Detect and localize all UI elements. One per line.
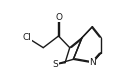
Text: S: S [52,60,58,69]
Text: Cl: Cl [22,33,31,42]
Text: N: N [89,58,96,67]
Text: O: O [55,13,62,22]
